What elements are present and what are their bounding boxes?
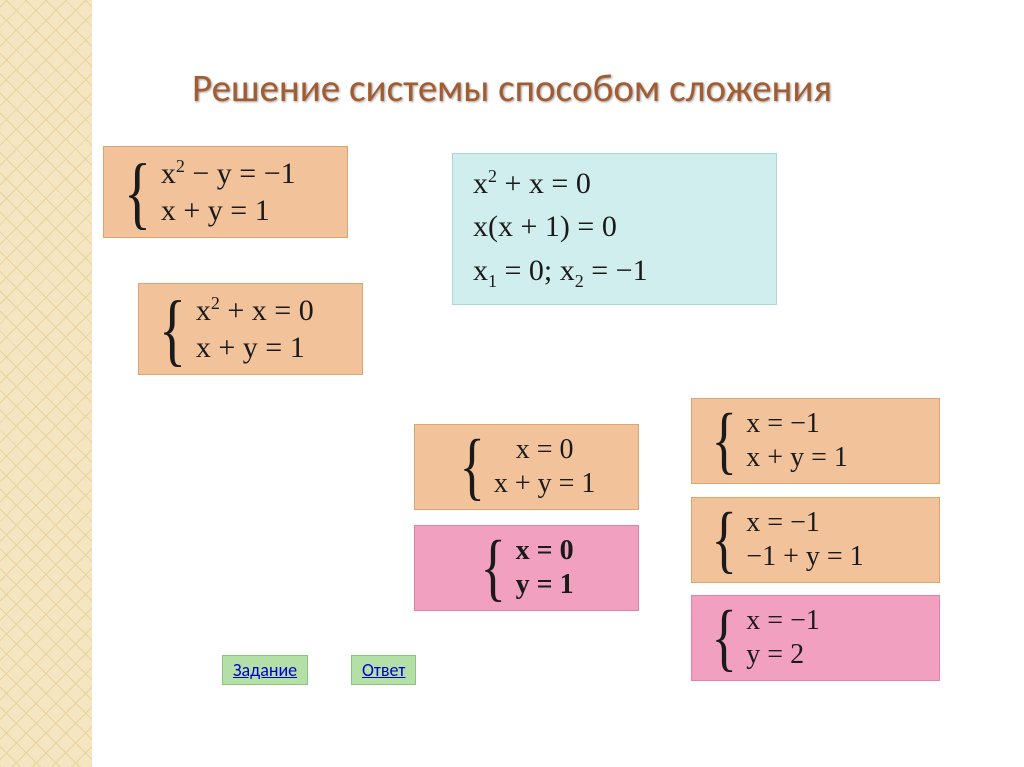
branch-a-step2: { x = 0 y = 1 [414,525,639,611]
slide: Решение системы способом сложения { x2 −… [0,0,1024,767]
equation-system-1: { x2 − y = −1 x + y = 1 [103,146,348,238]
task-link[interactable]: Задание [222,655,308,685]
expansion-box: x2 + x = 0 x(x + 1) = 0 x1 = 0; x2 = −1 [452,153,777,305]
equation-system-2: { x2 + x = 0 x + y = 1 [138,283,363,375]
branch-a-step1: { x = 0 x + y = 1 [414,424,639,510]
branch-b-step1: { x = −1 x + y = 1 [691,398,940,484]
branch-b-step2: { x = −1 −1 + y = 1 [691,497,940,583]
answer-link[interactable]: Ответ [351,655,416,685]
branch-b-step3: { x = −1 y = 2 [691,595,940,681]
slide-title: Решение системы способом сложения [0,65,1024,112]
sidebar-pattern [0,0,92,767]
